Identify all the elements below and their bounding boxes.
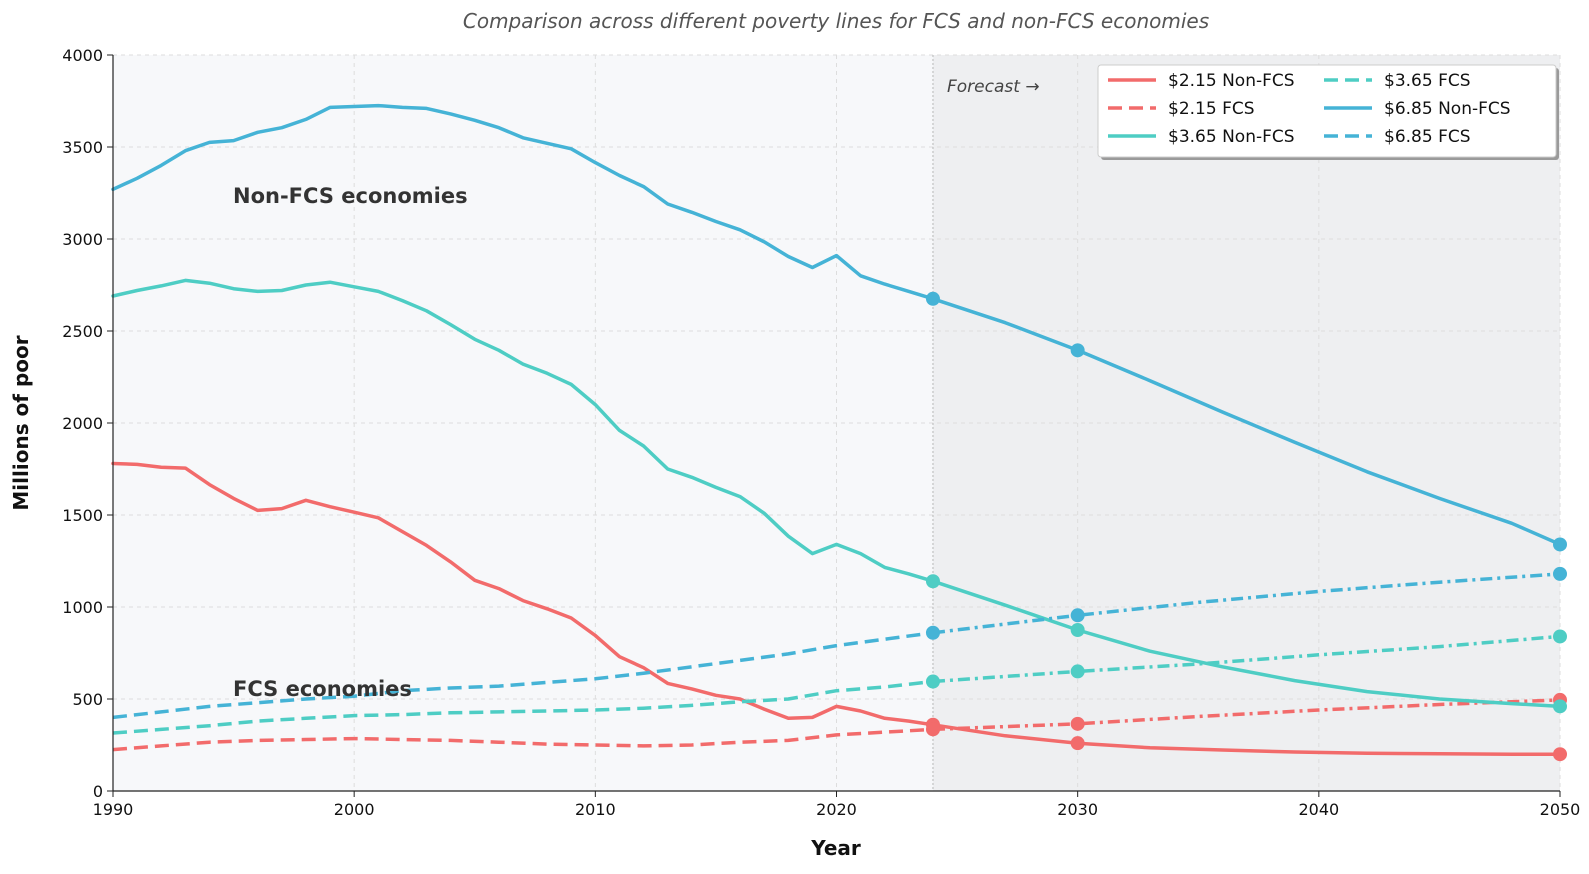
y-axis-label: Millions of poor [9,335,33,510]
x-tick-label: 2000 [334,800,375,819]
forecast-annotation: Forecast → [947,77,1040,97]
x-axis-ticks: 1990 2000 2010 2020 2030 2040 2050 [93,791,1581,819]
data-point-3-65-fcs [925,674,940,689]
data-point-6-85-fcs [925,625,940,640]
data-point-3-65-fcs [1553,629,1567,644]
data-point-2-15-fcs [1070,716,1085,731]
y-tick-label: 500 [72,690,103,709]
chart-title: Comparison across different poverty line… [463,9,1209,33]
forecast-line-6-85-fcs [932,572,1561,635]
series-lines [111,103,1561,756]
series-line-2-15-fcs [112,727,934,752]
x-tick-label: 2030 [1057,800,1098,819]
data-point-2-15-fcs [925,722,940,737]
forecast-line-6-85-non-fcs [932,297,1561,547]
data-point-3-65-non-fcs [1553,699,1567,714]
fcs-annotation: FCS economies [233,677,412,701]
y-tick-label: 2500 [62,322,103,341]
legend: $2.15 Non-FCS $2.15 FCS $3.65 Non-FCS $3.65… [1097,64,1559,160]
data-point-6-85-non-fcs [1070,343,1085,358]
data-point-2-15-non-fcs [1553,747,1567,762]
data-point-2-15-non-fcs [1070,736,1085,751]
series-line-3-65-fcs [112,679,934,735]
grid-lines [113,54,1561,791]
series-markers [925,291,1567,762]
forecast-line-2-15-non-fcs [932,723,1560,756]
y-tick-label: 3000 [62,230,103,249]
y-tick-label: 1000 [62,598,103,617]
legend-label: $3.65 Non-FCS [1168,127,1295,147]
series-line-6-85-non-fcs [111,103,935,301]
series-line-3-65-non-fcs [111,278,935,583]
y-tick-label: 4000 [62,46,103,65]
data-point-6-85-non-fcs [925,291,940,306]
series-line-6-85-fcs [112,631,934,720]
data-point-3-65-fcs [1070,664,1085,679]
data-point-6-85-fcs [1553,566,1567,581]
legend-label: $3.65 FCS [1384,71,1471,91]
legend-label: $2.15 Non-FCS [1168,71,1295,91]
y-tick-label: 1500 [62,506,103,525]
legend-label: $6.85 Non-FCS [1384,99,1511,119]
forecast-line-2-15-fcs [932,698,1561,732]
data-point-6-85-fcs [1070,608,1085,623]
legend-label: $6.85 FCS [1384,127,1471,147]
forecast-line-3-65-fcs [932,634,1561,684]
series-line-2-15-non-fcs [111,461,935,727]
non-fcs-annotation: Non-FCS economies [233,184,468,208]
y-tick-label: 2000 [62,414,103,433]
legend-box [1097,64,1557,158]
data-point-6-85-non-fcs [1553,537,1567,552]
y-tick-label: 3500 [62,138,103,157]
x-axis-label: Year [810,836,861,860]
x-tick-label: 2040 [1298,800,1339,819]
data-point-3-65-non-fcs [925,574,940,589]
forecast-line-3-65-non-fcs [932,579,1561,709]
legend-label: $2.15 FCS [1168,99,1255,119]
x-tick-label: 2050 [1540,800,1581,819]
x-tick-label: 2010 [575,800,616,819]
y-tick-label: 0 [93,782,103,801]
x-tick-label: 2020 [816,800,857,819]
y-axis-ticks: 0 500 1000 1500 2000 2500 3000 3500 4000 [62,46,113,801]
x-tick-label: 1990 [93,800,134,819]
data-point-3-65-non-fcs [1070,623,1085,637]
